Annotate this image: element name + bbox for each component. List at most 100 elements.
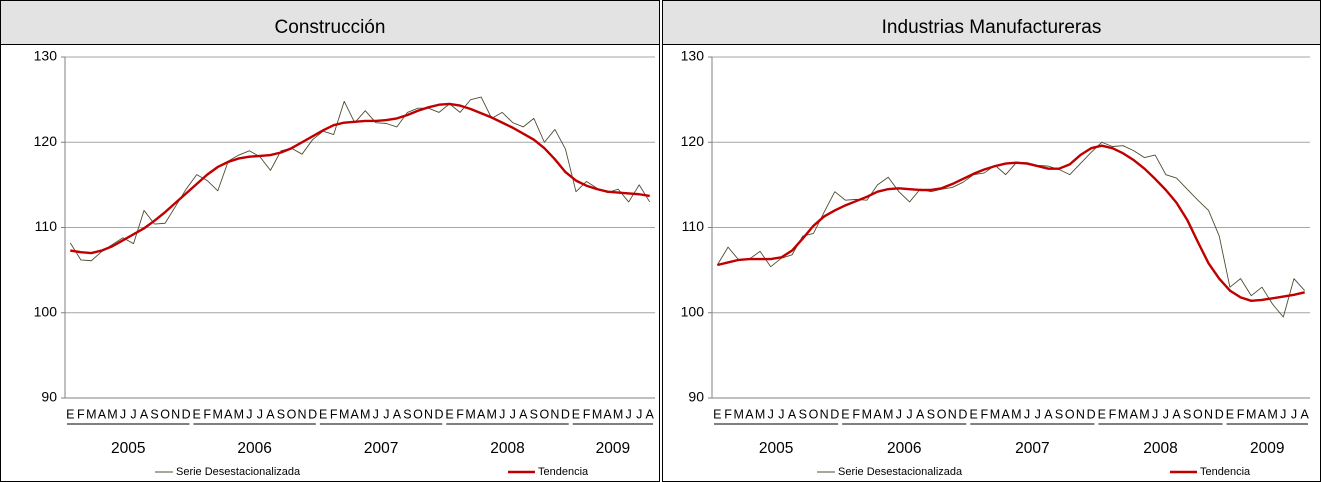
x-tick-label: J — [1035, 407, 1041, 421]
title-band — [662, 0, 1321, 45]
x-tick-label: E — [319, 407, 327, 421]
y-tick-label: 120 — [681, 133, 705, 149]
x-tick-label: D — [958, 407, 967, 421]
x-tick-label: J — [510, 407, 516, 421]
x-tick-label: E — [1226, 407, 1234, 421]
x-tick-label: A — [477, 407, 486, 421]
x-tick-label: D — [435, 407, 444, 421]
x-tick-label: O — [160, 407, 170, 421]
x-tick-label: F — [852, 407, 860, 421]
x-tick-label: S — [277, 407, 285, 421]
x-tick-label: O — [287, 407, 297, 421]
y-tick-label: 130 — [34, 48, 58, 64]
x-tick-label: E — [841, 407, 849, 421]
series-line — [69, 96, 651, 262]
x-tick-label: E — [193, 407, 201, 421]
x-tick-label: F — [583, 407, 591, 421]
x-tick-label: J — [626, 407, 632, 421]
x-tick-label: J — [1163, 407, 1169, 421]
year-label: 2005 — [111, 440, 145, 457]
x-tick-label: A — [788, 407, 797, 421]
x-tick-label: A — [140, 407, 149, 421]
x-tick-label: M — [883, 407, 893, 421]
x-tick-label: F — [203, 407, 211, 421]
x-tick-label: A — [266, 407, 275, 421]
x-tick-label: M — [755, 407, 765, 421]
x-tick-label: D — [830, 407, 839, 421]
x-tick-label: M — [465, 407, 475, 421]
x-tick-label: A — [98, 407, 107, 421]
y-tick-label: 120 — [34, 133, 58, 149]
x-tick-label: A — [224, 407, 233, 421]
x-tick-label: M — [107, 407, 117, 421]
x-tick-label: M — [733, 407, 743, 421]
y-tick-label: 110 — [682, 218, 705, 234]
x-tick-label: N — [1204, 407, 1213, 421]
x-tick-label: A — [646, 407, 655, 421]
x-tick-label: J — [1291, 407, 1297, 421]
title-band — [0, 0, 660, 45]
x-tick-label: F — [980, 407, 988, 421]
x-tick-label: A — [873, 407, 882, 421]
x-tick-label: D — [561, 407, 570, 421]
y-tick-label: 100 — [34, 303, 58, 319]
x-tick-label: J — [383, 407, 389, 421]
x-tick-label: O — [1065, 407, 1075, 421]
x-tick-label: A — [393, 407, 402, 421]
year-label: 2006 — [237, 440, 271, 457]
x-tick-label: J — [896, 407, 902, 421]
legend-label: Tendencia — [538, 466, 589, 478]
x-tick-label: M — [1118, 407, 1128, 421]
x-tick-label: M — [592, 407, 602, 421]
x-tick-label: M — [990, 407, 1000, 421]
x-tick-label: O — [413, 407, 423, 421]
year-label: 2005 — [759, 440, 793, 457]
year-label: 2007 — [1015, 440, 1049, 457]
x-tick-label: E — [66, 407, 74, 421]
x-tick-label: M — [1267, 407, 1277, 421]
legend-label: Serie Desestacionalizada — [176, 466, 301, 478]
x-tick-label: J — [778, 407, 784, 421]
chart-title: Construcción — [275, 17, 386, 38]
x-tick-label: M — [1246, 407, 1256, 421]
x-tick-label: S — [927, 407, 935, 421]
x-tick-label: D — [1215, 407, 1224, 421]
x-tick-label: S — [799, 407, 807, 421]
x-tick-label: A — [1001, 407, 1010, 421]
y-tick-label: 100 — [681, 303, 705, 319]
x-tick-label: E — [572, 407, 580, 421]
x-tick-label: A — [519, 407, 528, 421]
series-line — [716, 141, 1305, 318]
x-tick-label: J — [246, 407, 252, 421]
x-tick-label: J — [768, 407, 774, 421]
year-label: 2009 — [1250, 440, 1284, 457]
x-tick-label: F — [724, 407, 732, 421]
x-tick-label: O — [937, 407, 947, 421]
x-tick-label: A — [603, 407, 612, 421]
year-label: 2009 — [596, 440, 630, 457]
x-tick-label: N — [424, 407, 433, 421]
x-tick-label: M — [1011, 407, 1021, 421]
x-tick-label: S — [1183, 407, 1191, 421]
x-tick-label: J — [257, 407, 263, 421]
series-line — [717, 144, 1305, 303]
x-tick-label: J — [906, 407, 912, 421]
x-tick-label: A — [1044, 407, 1053, 421]
x-tick-label: A — [745, 407, 754, 421]
x-tick-label: J — [499, 407, 505, 421]
x-tick-label: J — [1280, 407, 1286, 421]
x-tick-label: S — [403, 407, 411, 421]
legend-label: Serie Desestacionalizada — [838, 466, 963, 478]
x-tick-label: A — [916, 407, 925, 421]
year-label: 2008 — [1143, 440, 1177, 457]
x-tick-label: E — [445, 407, 453, 421]
x-tick-label: O — [540, 407, 550, 421]
y-tick-label: 130 — [681, 48, 705, 64]
x-tick-label: N — [948, 407, 957, 421]
x-tick-label: J — [130, 407, 136, 421]
x-tick-label: J — [1152, 407, 1158, 421]
x-tick-label: M — [1139, 407, 1149, 421]
x-tick-label: M — [862, 407, 872, 421]
y-tick-label: 110 — [35, 218, 58, 234]
x-tick-label: E — [969, 407, 977, 421]
